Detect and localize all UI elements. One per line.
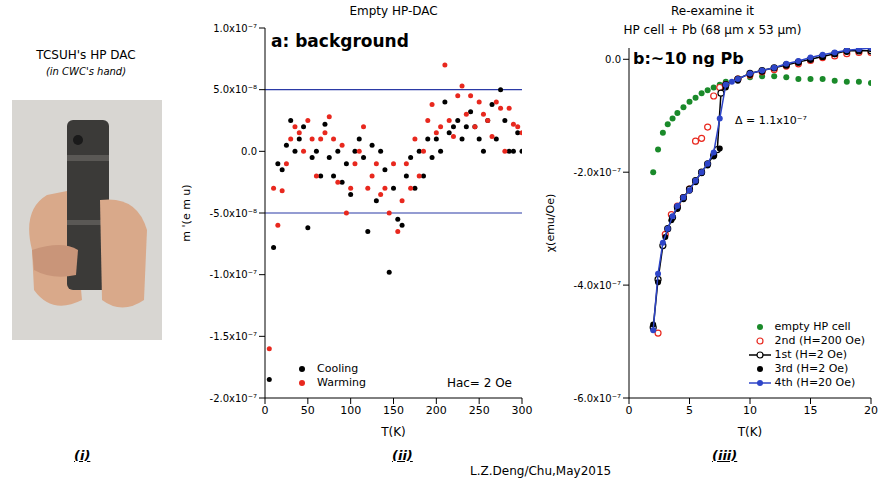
svg-text:20: 20 — [864, 404, 878, 417]
html-text:(in CWC's hand): (in CWC's hand) — [45, 66, 127, 77]
svg-text:0: 0 — [262, 404, 269, 417]
svg-text:5.0x10⁻⁸: 5.0x10⁻⁸ — [213, 84, 257, 95]
svg-text:T(K): T(K) — [380, 425, 406, 439]
html-text:2nd (H=200 Oe): 2nd (H=200 Oe) — [774, 334, 865, 347]
svg-text:m '(e m u): m '(e m u) — [180, 184, 193, 241]
html-text:Δ = 1.1x10⁻⁷: Δ = 1.1x10⁻⁷ — [735, 114, 807, 127]
svg-text:-4.0x10⁻⁷: -4.0x10⁻⁷ — [574, 280, 621, 291]
svg-text:T(K): T(K) — [737, 425, 763, 439]
svg-text:0.0: 0.0 — [605, 54, 621, 65]
html-text:b:~10 ng Pb: b:~10 ng Pb — [633, 49, 744, 68]
html-text:(ii): (ii) — [392, 448, 413, 463]
svg-text:15: 15 — [804, 404, 818, 417]
svg-text:150: 150 — [383, 404, 404, 417]
html-text:HP cell + Pb (68 μm x 53 μm): HP cell + Pb (68 μm x 53 μm) — [623, 23, 802, 37]
svg-text:-2.0x10⁻⁷: -2.0x10⁻⁷ — [210, 393, 257, 404]
svg-text:-6.0x10⁻⁷: -6.0x10⁻⁷ — [574, 393, 621, 404]
html-text:Cooling: Cooling — [317, 362, 359, 375]
html-text:(iii): (iii) — [712, 448, 738, 463]
svg-text:0: 0 — [626, 404, 633, 417]
svg-text:-1.5x10⁻⁷: -1.5x10⁻⁷ — [210, 331, 257, 342]
svg-text:250: 250 — [469, 404, 490, 417]
svg-text:-1.0x10⁻⁷: -1.0x10⁻⁷ — [210, 269, 257, 280]
svg-text:-5.0x10⁻⁸: -5.0x10⁻⁸ — [210, 208, 257, 219]
html-text:empty HP cell: empty HP cell — [774, 320, 851, 333]
svg-text:0.0: 0.0 — [241, 146, 257, 157]
html-text:4th (H=20 Oe): 4th (H=20 Oe) — [774, 376, 856, 389]
html-text:Re-examine it: Re-examine it — [671, 4, 754, 18]
svg-text:50: 50 — [301, 404, 315, 417]
html-text:1st (H=2 Oe): 1st (H=2 Oe) — [774, 348, 848, 361]
svg-text:χ(emu/Oe): χ(emu/Oe) — [544, 194, 557, 253]
svg-text:100: 100 — [340, 404, 361, 417]
svg-text:200: 200 — [426, 404, 447, 417]
html-text:Warming: Warming — [317, 376, 366, 389]
html-text:Empty HP-DAC: Empty HP-DAC — [349, 4, 438, 18]
svg-text:-2.0x10⁻⁷: -2.0x10⁻⁷ — [574, 167, 621, 178]
svg-text:10: 10 — [743, 404, 757, 417]
svg-text:300: 300 — [512, 404, 533, 417]
html-text:3rd (H=2 Oe): 3rd (H=2 Oe) — [774, 362, 849, 375]
html-text:TCSUH's HP DAC: TCSUH's HP DAC — [36, 48, 136, 62]
html-text:L.Z.Deng/Chu,May2015: L.Z.Deng/Chu,May2015 — [470, 464, 612, 478]
svg-text:5: 5 — [686, 404, 693, 417]
svg-text:1.0x10⁻⁷: 1.0x10⁻⁷ — [213, 23, 257, 34]
html-text:a: background: a: background — [271, 31, 409, 51]
html-text:Hac= 2 Oe: Hac= 2 Oe — [446, 376, 512, 390]
html-text:(i): (i) — [74, 448, 91, 463]
